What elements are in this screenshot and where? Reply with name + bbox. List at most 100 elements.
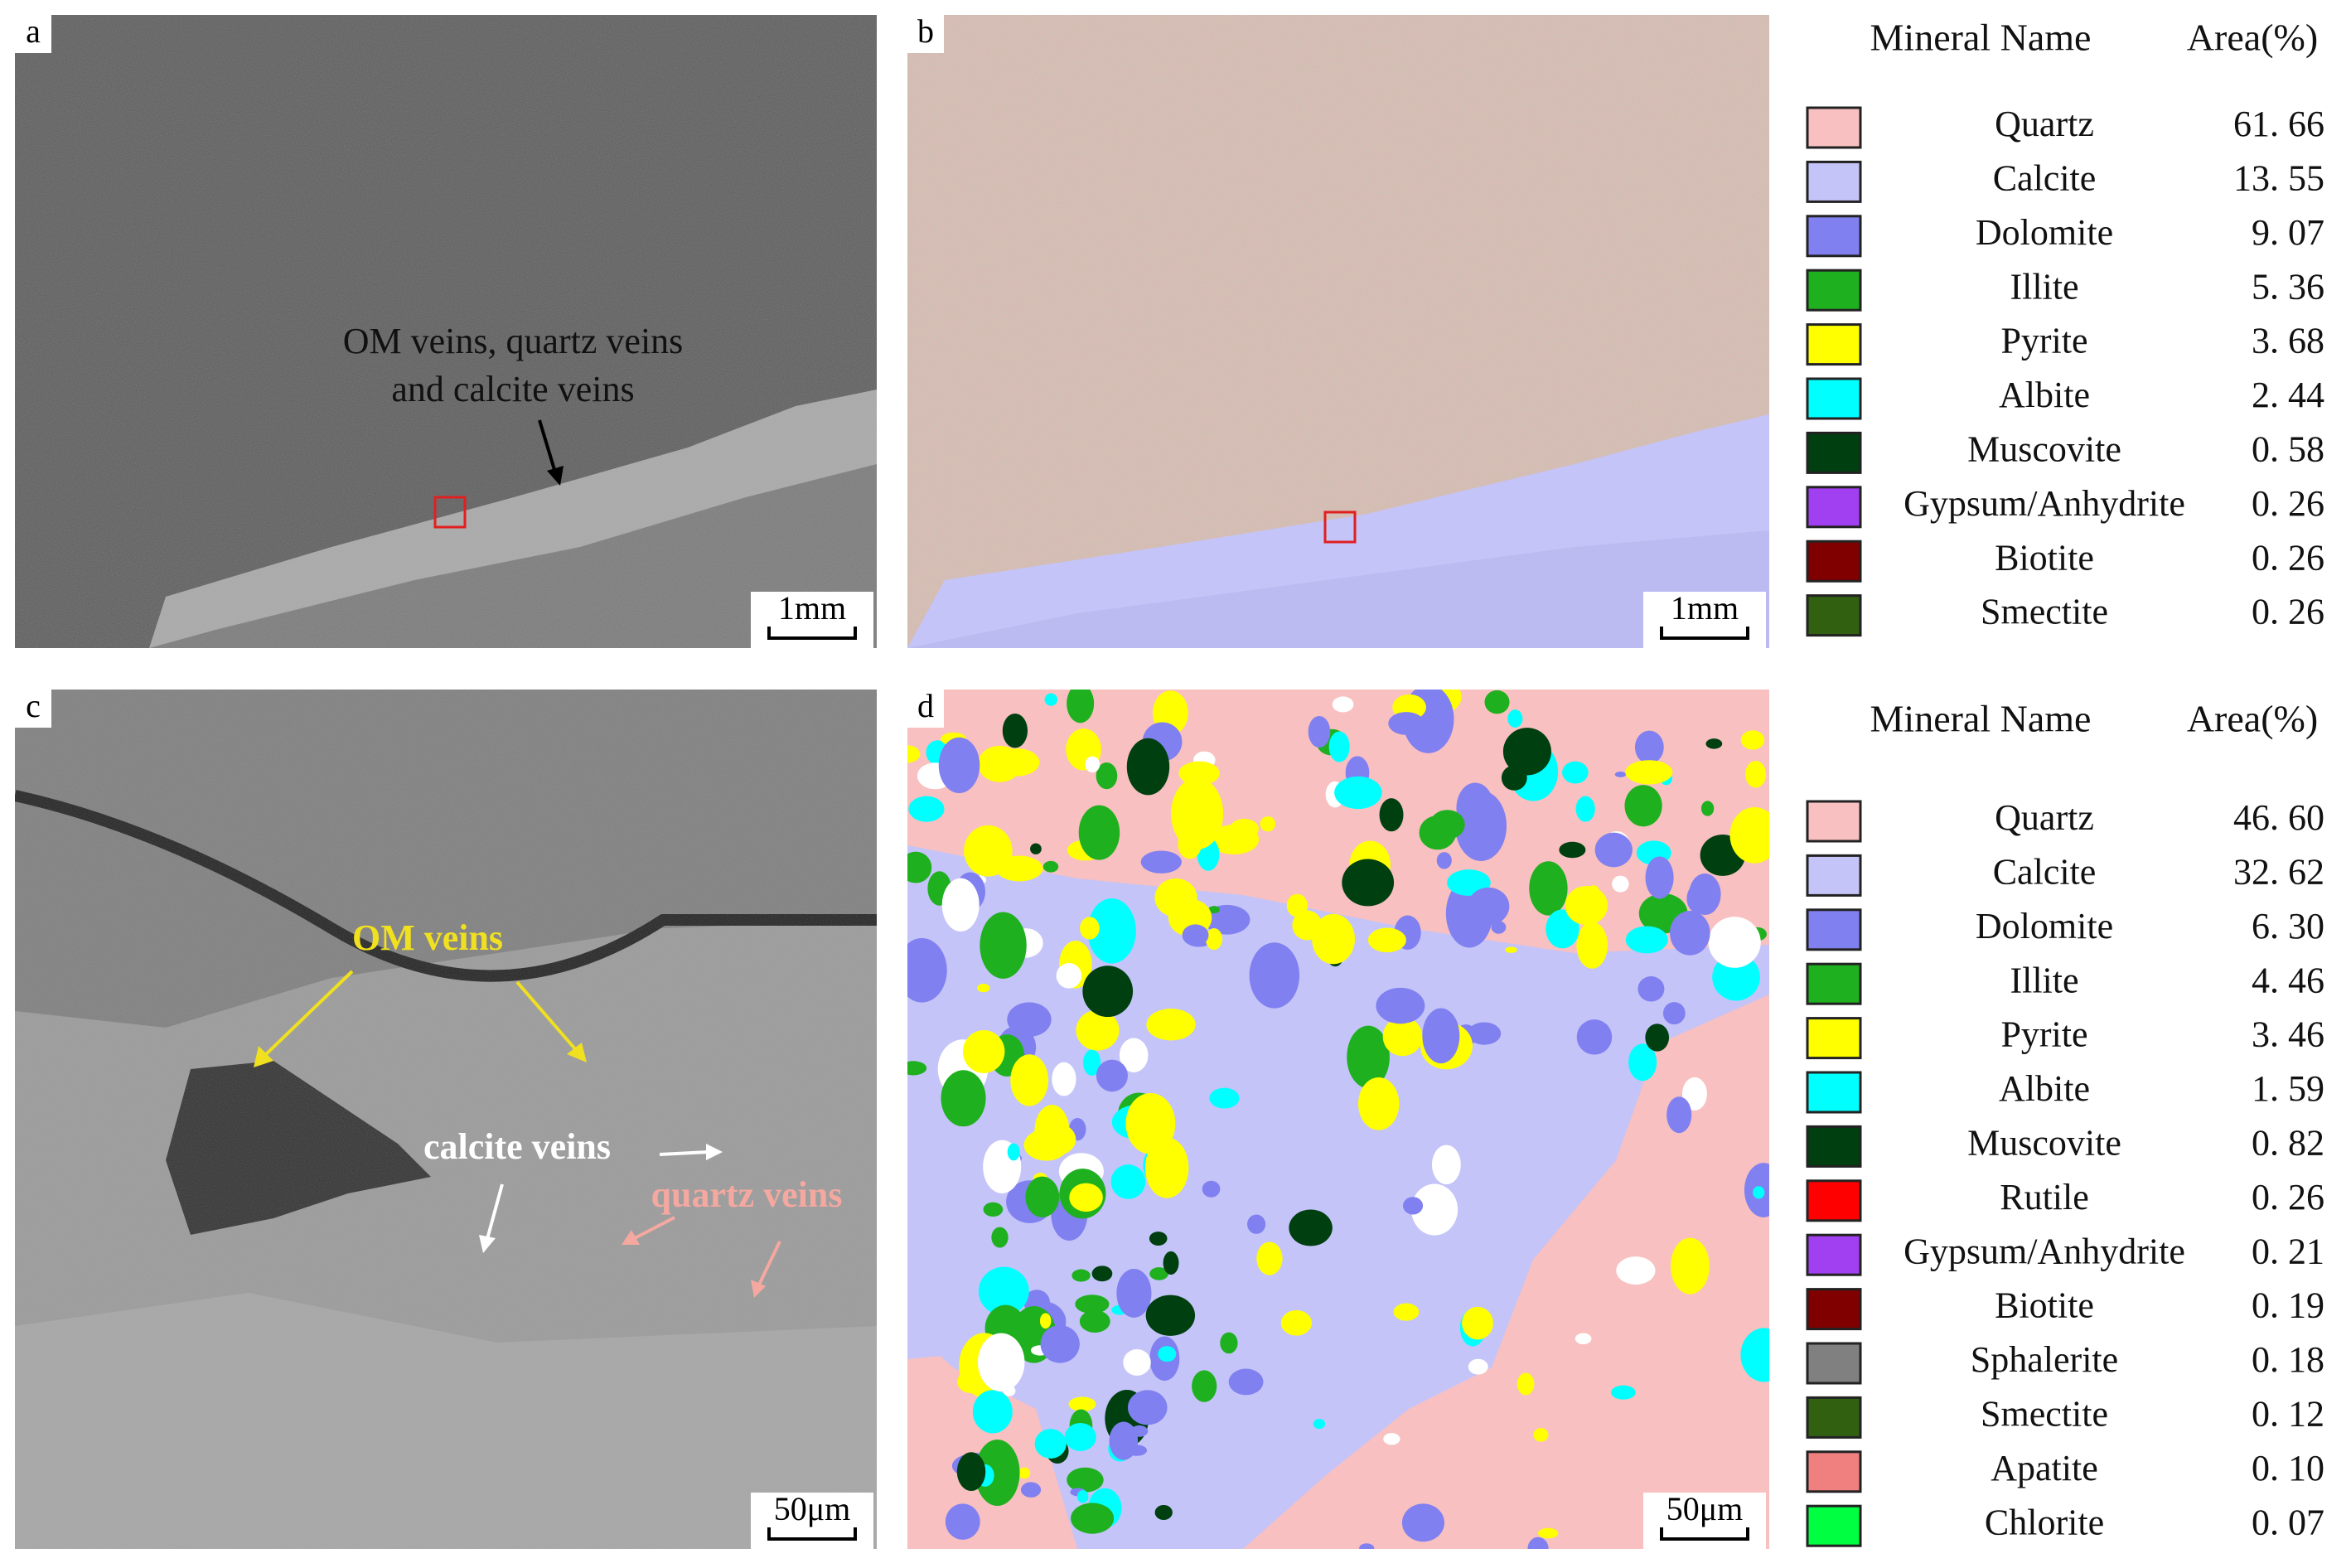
mineral-grain (1468, 887, 1510, 926)
mineral-grain (1575, 1333, 1592, 1345)
mineral-area: 1. 59 (2252, 1068, 2324, 1109)
mineral-grain (1280, 1310, 1313, 1336)
scale-bar (1660, 1527, 1749, 1541)
mineral-grain (907, 1061, 927, 1076)
mineral-grain (1119, 1038, 1149, 1073)
mineral-grain (1123, 1348, 1151, 1376)
mineral-grain (1628, 1043, 1657, 1082)
mineral-grain (908, 796, 945, 822)
mineral-grain (1565, 885, 1608, 926)
mineral-grain (975, 1439, 1020, 1507)
mineral-grain (1020, 1482, 1042, 1498)
panel-b-image (907, 15, 1769, 648)
mineral-grain (1624, 785, 1662, 827)
mineral-grain (1388, 712, 1425, 735)
mineral-name: Albite (1999, 1068, 2090, 1109)
mineral-grain (1667, 1096, 1692, 1134)
scale-bar (1660, 627, 1749, 640)
mineral-grain (1708, 917, 1761, 968)
legend-swatch (1806, 1017, 1862, 1060)
mineral-grain (1096, 762, 1118, 790)
mineral-grain (1594, 832, 1633, 868)
mineral-area: 3. 46 (2252, 1014, 2324, 1055)
mineral-grain (1610, 1385, 1636, 1400)
mineral-grain (1228, 1368, 1264, 1396)
mineral-grain (1260, 816, 1276, 832)
mineral-grain (1507, 709, 1523, 728)
legend-swatch (1806, 1125, 1862, 1168)
mineral-grain (1007, 1002, 1052, 1037)
mineral-grain (1289, 1209, 1333, 1246)
mineral-grain (1010, 1054, 1049, 1106)
legend-swatch (1806, 854, 1862, 897)
mineral-grain (1529, 861, 1568, 916)
mineral-grain (1393, 1303, 1420, 1321)
mineral-name: Gypsum/Anhydrite (1904, 483, 2185, 524)
mineral-grain (1501, 765, 1527, 791)
annotation: OM veins (352, 917, 503, 958)
mineral-area: 0. 26 (2252, 537, 2324, 578)
mineral-grain (1625, 760, 1673, 785)
mineral-area: 4. 46 (2252, 960, 2324, 1000)
mineral-grain (1402, 1197, 1424, 1215)
scale-bar-label: 50μm (774, 1490, 851, 1527)
panel-label-box (15, 690, 51, 728)
mineral-grain (1146, 1009, 1196, 1041)
mineral-grain (1140, 850, 1182, 874)
mineral-area: 32. 62 (2233, 851, 2324, 892)
mineral-grain (1334, 776, 1382, 810)
arrow (538, 419, 557, 473)
mineral-grain (1614, 772, 1627, 777)
mineral-grain (1040, 1324, 1080, 1363)
mineral-grain (1634, 730, 1664, 764)
mineral-grain (1431, 1145, 1461, 1185)
panel-label-box (907, 15, 944, 53)
mineral-grain (1127, 1390, 1168, 1425)
legend-swatch (1806, 1071, 1862, 1114)
mineral-grain (1740, 730, 1765, 750)
annotation: calcite veins (423, 1126, 611, 1167)
mineral-grain (1689, 874, 1721, 916)
mineral-grain (1030, 843, 1042, 854)
mineral-name: Dolomite (1976, 212, 2113, 253)
panel-label: b (917, 12, 934, 50)
mineral-grain (1467, 1022, 1502, 1045)
legend-header: Mineral Name (1870, 17, 2092, 59)
legend-swatch (1806, 1396, 1862, 1439)
mineral-grain (1083, 1049, 1101, 1077)
mineral-area: 0. 19 (2252, 1285, 2324, 1326)
mineral-grain (1071, 1269, 1091, 1282)
mineral-grain (1192, 1370, 1217, 1402)
arrows-c (254, 970, 781, 1298)
legend-swatch (1806, 486, 1862, 529)
mineral-grain (1080, 917, 1100, 940)
mineral-grain (1517, 1372, 1535, 1396)
mineral-grain (1064, 1422, 1096, 1451)
mineral-grain (1745, 760, 1767, 788)
legend-swatch (1806, 594, 1862, 637)
legend-swatch (1806, 1504, 1862, 1547)
mineral-grain (945, 1503, 980, 1540)
mineral-grain (1130, 1425, 1149, 1437)
mineral-grain (1576, 922, 1608, 969)
mineral-name: Calcite (1993, 851, 2097, 892)
mineral-grain (1559, 841, 1586, 859)
mineral-grain (994, 748, 1040, 777)
annotation: quartz veins (651, 1174, 843, 1215)
mineral-grain (1018, 1467, 1031, 1479)
mineral-area: 0. 10 (2252, 1448, 2324, 1488)
legend-swatch (1806, 215, 1862, 258)
mineral-grain (1209, 1087, 1240, 1109)
mineral-grain (1422, 1008, 1460, 1064)
mineral-grain (941, 878, 980, 932)
mineral-grain (1671, 1237, 1710, 1295)
mineral-grain (1419, 815, 1457, 850)
mineral-name: Illite (2010, 960, 2078, 1000)
mineral-grain (1205, 927, 1223, 951)
mineral-grain (1505, 946, 1517, 953)
mineral-area: 0. 58 (2252, 428, 2324, 469)
legend-swatch (1806, 323, 1862, 366)
mineral-grain (1069, 1183, 1103, 1212)
mineral-name: Pyrite (2000, 1014, 2087, 1055)
mineral-grain (1068, 1396, 1096, 1412)
